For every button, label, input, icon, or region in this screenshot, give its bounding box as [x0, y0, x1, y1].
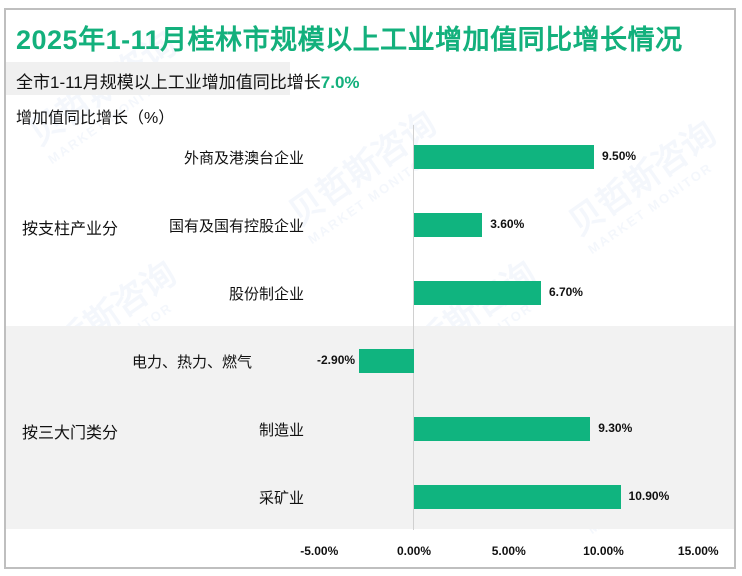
bar [359, 349, 414, 373]
x-tick-label: 10.00% [583, 544, 624, 558]
bar [414, 213, 483, 237]
category-label: 采矿业 [258, 490, 304, 507]
bar [414, 485, 621, 509]
zero-axis-line [413, 125, 414, 530]
group-label: 按支柱产业分 [22, 221, 119, 238]
group-label: 按三大门类分 [22, 425, 119, 442]
bar [414, 145, 595, 169]
subtitle-value: 7.0% [320, 73, 360, 92]
chart-title: 2025年1-11月桂林市规模以上工业增加值同比增长情况 [16, 25, 683, 55]
value-label: -2.90% [317, 353, 356, 367]
category-label: 制造业 [258, 422, 304, 439]
bar [414, 281, 541, 305]
category-label: 电力、热力、燃气 [131, 354, 252, 371]
x-tick-label: 5.00% [491, 544, 526, 558]
category-label: 股份制企业 [228, 286, 304, 303]
subtitle-box [6, 62, 290, 95]
y-axis-label: 增加值同比增长（%） [16, 110, 175, 127]
subtitle-text: 全市1-11月规模以上工业增加值同比增长 [16, 73, 321, 92]
bar [414, 417, 591, 441]
value-label: 9.50% [602, 149, 637, 163]
x-tick-label: -5.00% [300, 544, 339, 558]
value-label: 6.70% [548, 285, 583, 299]
x-tick-label: 15.00% [677, 544, 719, 558]
value-label: 10.90% [628, 489, 670, 503]
x-tick-label: 0.00% [396, 544, 432, 558]
value-label: 9.30% [598, 421, 633, 435]
category-label: 外商及港澳台企业 [183, 150, 304, 167]
category-label: 国有及国有控股企业 [168, 218, 304, 235]
value-label: 3.60% [490, 217, 525, 231]
chart-subtitle: 全市1-11月规模以上工业增加值同比增长7.0% [16, 68, 360, 93]
